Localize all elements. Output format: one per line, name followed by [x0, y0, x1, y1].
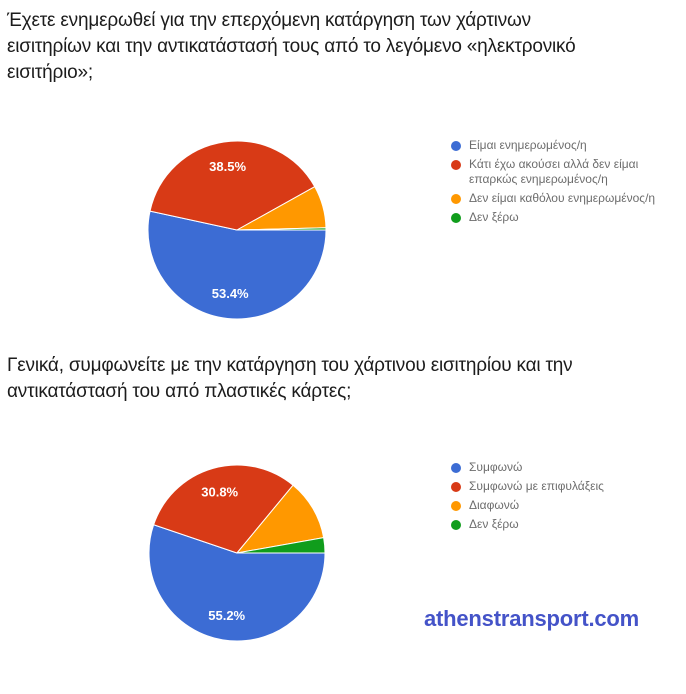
- pie-slice: [149, 140, 316, 231]
- legend-label: Δεν ξέρω: [469, 517, 519, 531]
- legend-label: Κάτι έχω ακούσει αλλά δεν είμαι επαρκώς …: [469, 157, 639, 186]
- pie-slice: [236, 227, 327, 231]
- legend-label: Είμαι ενημερωμένος/η: [469, 138, 587, 152]
- pie-slice: [153, 464, 294, 554]
- legend-swatch-icon: [451, 500, 461, 511]
- legend-item: Διαφωνώ: [451, 498, 683, 513]
- legend-item: Δεν ξέρω: [451, 517, 683, 532]
- legend-swatch-icon: [451, 519, 461, 530]
- legend-2: Συμφωνώ Συμφωνώ με επιφυλάξεις Διαφωνώ Δ…: [451, 460, 683, 536]
- legend-1: Είμαι ενημερωμένος/η Κάτι έχω ακούσει αλ…: [451, 138, 683, 229]
- legend-swatch-icon: [451, 481, 461, 492]
- legend-swatch-icon: [451, 212, 461, 223]
- legend-item: Συμφωνώ: [451, 460, 683, 475]
- legend-label: Διαφωνώ: [469, 498, 520, 512]
- pie-chart-2: 55.2% 30.8%: [127, 443, 347, 663]
- legend-item: Είμαι ενημερωμένος/η: [451, 138, 683, 153]
- pie-slice: [148, 524, 326, 642]
- pie-chart-1: 53.4% 38.5%: [127, 120, 347, 340]
- legend-swatch-icon: [451, 193, 461, 204]
- legend-swatch-icon: [451, 140, 461, 151]
- legend-label: Δεν είμαι καθόλου ενημερωμένος/η: [469, 191, 656, 205]
- pie-slice-label: 53.4%: [212, 286, 249, 301]
- pie-chart-1-svg: 53.4% 38.5%: [147, 140, 327, 320]
- pie-slice-label: 30.8%: [201, 485, 238, 500]
- pie-slice: [236, 537, 326, 554]
- legend-swatch-icon: [451, 462, 461, 473]
- pie-slice-label: 55.2%: [208, 608, 245, 623]
- legend-item: Δεν ξέρω: [451, 210, 683, 225]
- question-1-title: Έχετε ενημερωθεί για την επερχόμενη κατά…: [7, 10, 576, 83]
- question-2-title: Γενικά, συμφωνείτε με την κατάργηση του …: [7, 355, 573, 402]
- legend-label: Δεν ξέρω: [469, 210, 519, 224]
- legend-label: Συμφωνώ: [469, 460, 523, 474]
- legend-item: Κάτι έχω ακούσει αλλά δεν είμαι επαρκώς …: [451, 157, 683, 187]
- legend-label: Συμφωνώ με επιφυλάξεις: [469, 479, 604, 493]
- legend-swatch-icon: [451, 159, 461, 170]
- pie-slice-label: 38.5%: [209, 159, 246, 174]
- pie-slice: [147, 210, 327, 320]
- watermark-athenstransport: athenstransport.com: [424, 606, 640, 631]
- pie-chart-2-svg: 55.2% 30.8%: [148, 464, 326, 642]
- legend-item: Δεν είμαι καθόλου ενημερωμένος/η: [451, 191, 683, 206]
- legend-item: Συμφωνώ με επιφυλάξεις: [451, 479, 683, 494]
